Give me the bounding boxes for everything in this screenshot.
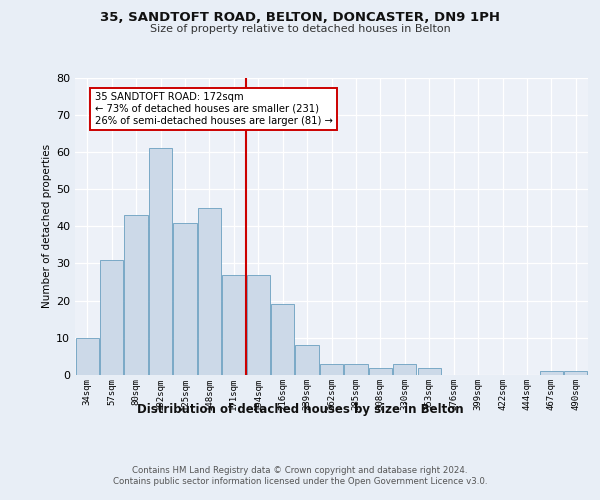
Text: 35, SANDTOFT ROAD, BELTON, DONCASTER, DN9 1PH: 35, SANDTOFT ROAD, BELTON, DONCASTER, DN… (100, 11, 500, 24)
Bar (344, 364, 368, 375)
Bar (76, 338, 99, 375)
Bar (247, 274, 270, 375)
Text: 35 SANDTOFT ROAD: 172sqm
← 73% of detached houses are smaller (231)
26% of semi-: 35 SANDTOFT ROAD: 172sqm ← 73% of detach… (95, 92, 332, 126)
Bar (295, 345, 319, 375)
Bar (271, 304, 294, 375)
Text: Distribution of detached houses by size in Belton: Distribution of detached houses by size … (137, 402, 463, 415)
Bar (418, 368, 441, 375)
Bar (149, 148, 172, 375)
Y-axis label: Number of detached properties: Number of detached properties (42, 144, 52, 308)
Bar (222, 274, 245, 375)
Bar (540, 372, 563, 375)
Text: Contains public sector information licensed under the Open Government Licence v3: Contains public sector information licen… (113, 478, 487, 486)
Bar (320, 364, 343, 375)
Text: Contains HM Land Registry data © Crown copyright and database right 2024.: Contains HM Land Registry data © Crown c… (132, 466, 468, 475)
Bar (564, 372, 587, 375)
Bar (124, 215, 148, 375)
Text: Size of property relative to detached houses in Belton: Size of property relative to detached ho… (149, 24, 451, 34)
Bar (198, 208, 221, 375)
Bar (173, 222, 197, 375)
Bar (369, 368, 392, 375)
Bar (393, 364, 416, 375)
Bar (100, 260, 123, 375)
